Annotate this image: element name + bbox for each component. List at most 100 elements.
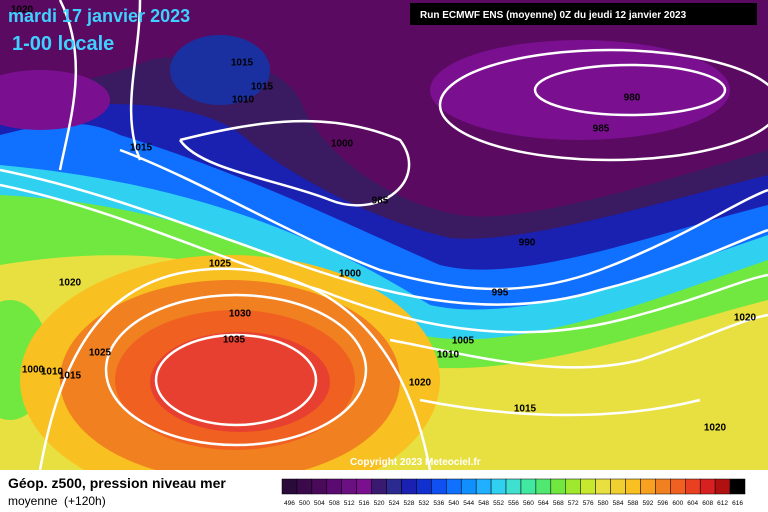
isobar-label: 1015	[251, 82, 274, 93]
color-swatch	[401, 478, 417, 495]
color-swatch	[446, 478, 462, 495]
color-swatch	[490, 478, 507, 495]
isobar-label: 1020	[704, 423, 727, 434]
color-swatch	[580, 478, 596, 495]
isobar-label: 1010	[232, 95, 255, 106]
color-swatch	[431, 478, 447, 495]
scale-label: 516	[359, 500, 370, 507]
color-swatch	[610, 478, 626, 495]
zone	[0, 70, 110, 130]
scale-label: 496	[284, 500, 295, 507]
footer-title: Géop. z500, pression niveau mer	[8, 475, 226, 491]
isobar-label: 1025	[89, 348, 112, 359]
isobar-label: 1005	[452, 336, 475, 347]
scale-label: 520	[374, 500, 385, 507]
isobar-label: 1030	[229, 309, 252, 320]
color-swatch	[729, 478, 746, 495]
color-swatch	[565, 478, 581, 495]
color-swatch	[595, 478, 611, 495]
scale-label: 500	[299, 500, 310, 507]
scale-label: 536	[433, 500, 444, 507]
color-swatch	[535, 478, 552, 495]
color-swatch	[550, 478, 567, 495]
scale-label: 580	[598, 500, 609, 507]
color-swatch	[341, 478, 357, 495]
isobar-label: 1010	[41, 367, 64, 378]
color-swatch	[640, 478, 656, 495]
color-swatch	[670, 478, 686, 495]
isobar-label: 995	[492, 288, 509, 299]
scale-label: 588	[628, 500, 639, 507]
scale-label: 564	[538, 500, 549, 507]
isobar-label: 985	[593, 124, 610, 135]
color-swatch	[685, 478, 701, 495]
isobar-label: 985	[372, 196, 389, 207]
scale-label: 528	[404, 500, 415, 507]
color-swatch	[311, 478, 328, 495]
scale-label: 612	[717, 500, 728, 507]
color-swatch	[386, 478, 402, 495]
scale-label: 592	[642, 500, 653, 507]
isobar-label: 1020	[11, 5, 34, 16]
time: 1-00 locale	[12, 33, 114, 55]
scale-label: 616	[732, 500, 743, 507]
date: mardi 17 janvier 2023	[8, 6, 190, 26]
color-swatch	[625, 478, 641, 495]
color-swatch	[475, 478, 492, 495]
scale-label: 568	[553, 500, 564, 507]
footer-subtitle: moyenne (+120h)	[8, 494, 106, 508]
color-swatch	[356, 478, 372, 495]
scale-label: 552	[493, 500, 504, 507]
scale-label: 608	[702, 500, 713, 507]
scale-label: 576	[583, 500, 594, 507]
color-swatch	[326, 478, 342, 495]
color-swatch	[520, 478, 537, 495]
isobar-label: 1010	[437, 350, 460, 361]
color-swatch	[699, 478, 716, 495]
run-box	[410, 3, 757, 25]
scale-label: 600	[672, 500, 683, 507]
scale-label: 544	[463, 500, 474, 507]
scale-label: 560	[523, 500, 534, 507]
isobar-label: 990	[519, 238, 536, 249]
isobar-label: 1020	[734, 313, 757, 324]
scale-label: 604	[687, 500, 698, 507]
isobar-label: 1020	[409, 378, 432, 389]
isobar-label: 1015	[231, 58, 254, 69]
zone	[150, 332, 330, 432]
isobar-label: 1015	[514, 404, 537, 415]
color-swatch	[505, 478, 522, 495]
isobars	[0, 0, 768, 471]
isobar-label: 1000	[22, 365, 45, 376]
color-swatch	[416, 478, 432, 495]
color-swatch	[655, 478, 671, 495]
scale-label: 512	[344, 500, 355, 507]
isobar-label: 1025	[209, 259, 232, 270]
run-info: Run ECMWF ENS (moyenne) 0Z du jeudi 12 j…	[420, 10, 687, 21]
color-swatch	[460, 478, 477, 495]
scale-label: 584	[613, 500, 624, 507]
isobar-label: 980	[624, 93, 641, 104]
isobar-label: 1000	[339, 269, 362, 280]
scale-label: 548	[478, 500, 489, 507]
scale-label: 508	[329, 500, 340, 507]
isobar-label: 1015	[59, 371, 82, 382]
isobar-label: 1035	[223, 335, 246, 346]
color-swatch	[371, 478, 387, 495]
scale-label: 572	[568, 500, 579, 507]
color-swatch	[281, 478, 298, 495]
isobar-label: 1020	[59, 278, 82, 289]
scale-label: 596	[657, 500, 668, 507]
scale-label: 532	[418, 500, 429, 507]
scale-label: 504	[314, 500, 325, 507]
scale-label: 524	[389, 500, 400, 507]
color-swatch	[296, 478, 313, 495]
color-swatch	[714, 478, 731, 495]
scale-label: 540	[448, 500, 459, 507]
isobar-label: 1000	[331, 139, 354, 150]
scale-label: 556	[508, 500, 519, 507]
copyright: Copyright 2023 Meteociel.fr	[350, 457, 481, 468]
zone	[170, 35, 270, 105]
isobar-label: 1015	[130, 143, 153, 154]
